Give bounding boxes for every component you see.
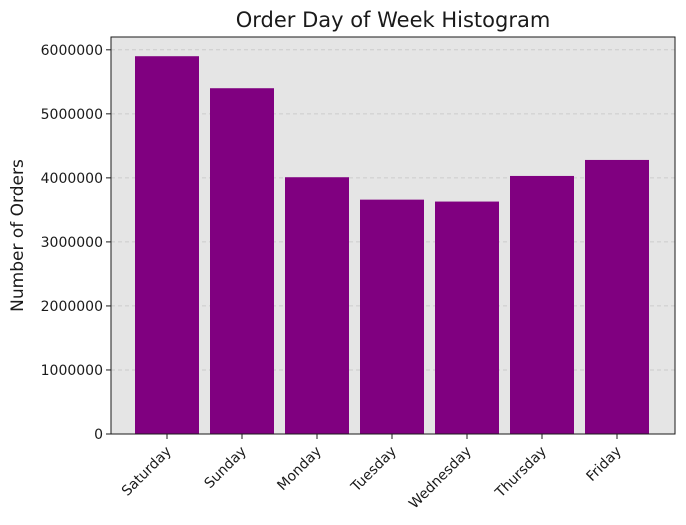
x-tick-label: Sunday	[201, 444, 249, 492]
bar-sunday	[210, 88, 274, 435]
y-tick-label: 0	[94, 427, 103, 443]
chart-title: Order Day of Week Histogram	[236, 8, 551, 32]
x-tick-label: Thursday	[492, 444, 550, 502]
y-tick-label: 2000000	[41, 299, 103, 315]
bar-friday	[585, 159, 649, 434]
plot-frame	[110, 36, 676, 435]
x-tick-label: Monday	[274, 444, 324, 494]
y-tick-label: 1000000	[41, 363, 103, 379]
bar-wednesday	[435, 201, 499, 434]
y-axis-label: Number of Orders	[8, 159, 28, 312]
bar-monday	[285, 177, 349, 434]
y-tick-label: 4000000	[41, 171, 103, 187]
bar-thursday	[510, 175, 574, 434]
x-axis-ticks: Saturday Sunday Monday Tuesday Wednesday Thur…	[119, 434, 625, 512]
y-tick-label: 5000000	[41, 107, 103, 123]
x-tick-label: Friday	[584, 444, 625, 485]
y-axis-ticks: 0 1000000 2000000 3000000 4000000 5000000 6000…	[41, 43, 111, 443]
y-tick-label: 3000000	[41, 235, 103, 251]
x-tick-label: Tuesday	[348, 444, 400, 496]
bar-saturday	[135, 56, 199, 434]
x-tick-label: Saturday	[119, 444, 175, 500]
bar-tuesday	[360, 199, 424, 434]
y-tick-label: 6000000	[41, 43, 103, 59]
x-tick-label: Wednesday	[406, 444, 475, 513]
bars	[135, 56, 649, 435]
